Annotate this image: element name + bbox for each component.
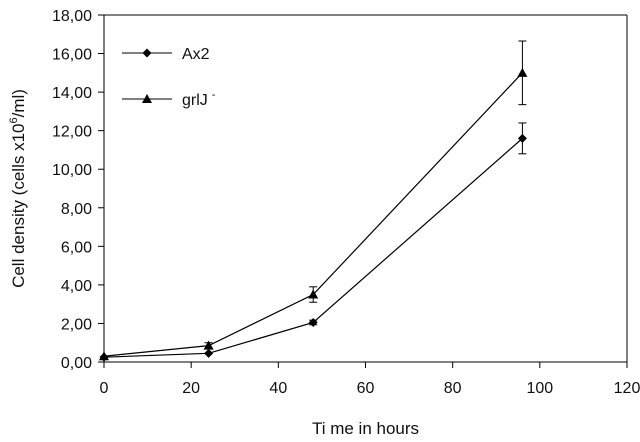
series-1-line (103, 137, 523, 358)
series-2-point (203, 340, 214, 350)
y-tick-label: 6,00 (61, 239, 92, 256)
y-axis-title-tail: /ml) (9, 89, 28, 117)
legend-item-ax2: Ax2 (122, 46, 210, 63)
x-tick-label: 100 (526, 380, 553, 397)
y-tick-label: 16,00 (52, 47, 92, 64)
y-tick-label: 10,00 (52, 162, 92, 179)
series-1-point (204, 348, 214, 358)
y-tick-label: 2,00 (61, 316, 92, 333)
y-axis-title-sup: 6 (8, 117, 20, 123)
legend: Ax2 grlJ - (122, 46, 216, 109)
series-2-point (308, 289, 319, 299)
legend-label-grlj: grlJ - (182, 89, 216, 109)
series-layer (99, 40, 528, 362)
x-ticks: 0 20 40 60 80 100 120 (100, 362, 640, 397)
x-tick-label: 20 (182, 380, 200, 397)
x-tick-label: 80 (444, 380, 462, 397)
legend-label-grlj-sup: - (212, 89, 216, 101)
y-ticks: 0,00 2,00 4,00 6,00 8,00 10,00 12,00 14,00 16,00… (52, 8, 104, 372)
y-axis-title: Cell density (cells x106/ml) (8, 89, 28, 288)
series-2-point (517, 67, 528, 77)
series-2-line (103, 72, 523, 357)
legend-label-grlj-main: grlJ (182, 92, 208, 109)
y-tick-label: 14,00 (52, 85, 92, 102)
y-tick-label: 8,00 (61, 201, 92, 218)
plot-frame (103, 14, 628, 363)
y-tick-label: 18,00 (52, 8, 92, 25)
series-2-point (99, 351, 109, 361)
legend-label-ax2: Ax2 (182, 46, 210, 63)
y-axis-title-main: Cell density (cells x10 (9, 124, 28, 288)
legend-item-grlj: grlJ - (122, 89, 216, 109)
legend-marker-diamond (142, 48, 152, 58)
x-tick-label: 40 (269, 380, 287, 397)
x-axis-title: Ti me in hours (312, 419, 419, 438)
y-tick-label: 4,00 (61, 278, 92, 295)
legend-marker-triangle (142, 94, 152, 103)
x-tick-label: 60 (357, 380, 375, 397)
x-tick-label: 0 (100, 380, 109, 397)
x-tick-label: 120 (614, 380, 640, 397)
series-1-point (517, 133, 527, 143)
y-tick-label: 12,00 (52, 124, 92, 141)
series-1-point (308, 317, 318, 327)
y-tick-label: 0,00 (61, 355, 92, 372)
